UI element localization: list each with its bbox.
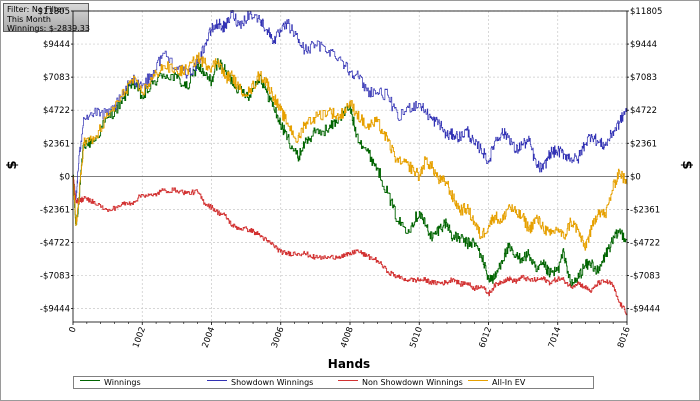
x-tick-label: 3006: [270, 326, 287, 350]
y-axis-label-left: $: [5, 160, 20, 169]
x-tick-label: 5010: [408, 326, 425, 350]
y-tick-label: -$2361: [630, 205, 660, 215]
filter-info-box: Filter: No Filter This Month Winnings: $…: [3, 3, 90, 33]
y-tick-label: -$9444: [630, 305, 660, 315]
x-tick-labels: 0 1002 2004 3006 4008 5010 6012 7014 8016: [68, 326, 633, 350]
x-tick-label: 4008: [339, 326, 356, 350]
x-tick-label: 1002: [131, 326, 148, 350]
legend-item-all-in-ev: All-In EV: [468, 378, 525, 389]
y-tick-label: $4722: [630, 106, 657, 116]
period-label: This Month: [7, 14, 51, 24]
y-tick-labels-left: $11805 $9444 $7083 $4722 $2361 $0 -$2361 -$4722…: [38, 7, 70, 315]
legend-label: Showdown Winnings: [231, 378, 314, 387]
legend-label: Non Showdown Winnings: [362, 378, 463, 387]
legend-swatch-showdown: [207, 380, 227, 381]
axes: [71, 10, 629, 325]
legend-item-non-showdown-winnings: Non Showdown Winnings: [338, 378, 463, 389]
legend-label: Winnings: [104, 378, 141, 387]
x-tick-label: 7014: [547, 326, 564, 350]
winnings-total-label: Winnings: $-2839.33: [7, 24, 90, 33]
plot-border: [72, 10, 628, 323]
y-tick-label: $9444: [630, 40, 657, 50]
legend-item-winnings: Winnings: [80, 378, 141, 389]
y-tick-label: -$4722: [40, 238, 70, 248]
series-line-winnings: [72, 58, 628, 287]
y-tick-label: $0: [59, 172, 70, 182]
x-tick-label: 8016: [616, 326, 633, 350]
y-tick-label: $9444: [43, 40, 70, 50]
y-axis-label-right: $: [679, 160, 694, 169]
legend-swatch-non-showdown: [338, 380, 358, 381]
x-tick-label: 2004: [201, 326, 218, 350]
y-tick-label: -$2361: [40, 205, 70, 215]
y-tick-label: $2361: [630, 139, 657, 149]
legend-swatch-all-in-ev: [468, 380, 488, 381]
x-tick-label: 6012: [478, 326, 495, 350]
y-tick-label: $11805: [38, 7, 70, 17]
x-axis-label: Hands: [328, 357, 370, 371]
grid-lines: [73, 10, 627, 322]
y-tick-label: -$4722: [630, 238, 660, 248]
series-line-all-in-ev: [72, 52, 628, 251]
x-tick-label: 0: [68, 326, 79, 335]
legend-swatch-winnings: [80, 380, 100, 381]
y-tick-label: $0: [630, 172, 641, 182]
y-tick-label: -$7083: [40, 272, 70, 282]
y-tick-label: -$9444: [40, 305, 70, 315]
legend-label: All-In EV: [492, 378, 526, 387]
series-lines: [72, 9, 628, 316]
y-tick-label: $4722: [43, 106, 70, 116]
y-tick-label: $7083: [630, 73, 657, 83]
y-tick-label: $11805: [630, 7, 662, 17]
chart-legend: Winnings Showdown Winnings Non Showdown …: [73, 376, 594, 389]
filter-label: Filter: No Filter: [7, 5, 66, 14]
series-line-non-showdown-winnings: [72, 175, 628, 316]
legend-item-showdown-winnings: Showdown Winnings: [207, 378, 313, 389]
y-tick-label: $7083: [43, 73, 70, 83]
y-tick-label: $2361: [43, 139, 70, 149]
y-tick-labels-right: $11805 $9444 $7083 $4722 $2361 $0 -$2361 -$4722…: [630, 7, 662, 315]
y-tick-label: -$7083: [630, 272, 660, 282]
